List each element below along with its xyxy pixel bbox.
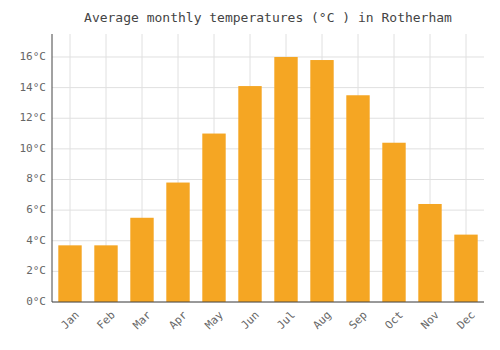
y-grid-line [52,118,484,119]
y-tick-label: 2°C [26,264,46,277]
x-tick-label: Mar [131,308,155,332]
chart-svg: 0°C 2°C 4°C 6°C 8°C 10°C 12°C 14°C 16°C Jan Feb Mar… [0,0,500,350]
x-tick-label: Jun [239,309,262,332]
bar [166,183,189,302]
y-grid-line [52,87,484,88]
x-axis-line [52,302,484,303]
chart-container: 0°C 2°C 4°C 6°C 8°C 10°C 12°C 14°C 16°C Jan Feb Mar… [0,0,500,350]
x-tick-label: Sep [347,309,370,332]
bar [238,86,261,302]
y-axis-line [52,34,53,302]
y-tick-label: 4°C [26,234,46,247]
bars [58,57,477,302]
x-tick-label: Aug [311,309,334,332]
x-tick-label: May [203,308,227,332]
bar [58,245,81,302]
y-tick-label: 12°C [20,111,47,124]
bar [310,60,333,302]
bar [94,245,117,302]
bar [346,95,369,302]
x-tick-label: Apr [167,308,191,332]
y-tick-label: 16°C [20,50,47,63]
bar [274,57,297,302]
y-tick-label: 10°C [20,142,47,155]
bar [202,134,225,302]
y-tick-label: 0°C [26,295,46,308]
x-tick-label: Jan [59,309,82,332]
x-tick-label: Dec [455,309,478,332]
bar [418,204,441,302]
chart-title: Average monthly temperatures (°C ) in Ro… [84,10,452,25]
y-tick-label: 14°C [20,81,47,94]
x-tick-label: Nov [419,308,443,332]
grid [52,34,484,302]
x-tick-label: Jul [275,309,298,332]
bar [382,143,405,302]
bar [130,218,153,302]
y-tick-label: 8°C [26,172,46,185]
y-grid-line [52,179,484,180]
y-grid-line [52,56,484,57]
y-grid-line [52,148,484,149]
bar [454,235,477,302]
x-tick-label: Feb [95,309,118,332]
y-grid-line [52,302,484,303]
y-tick-label: 6°C [26,203,46,216]
x-tick-label: Oct [383,309,406,332]
